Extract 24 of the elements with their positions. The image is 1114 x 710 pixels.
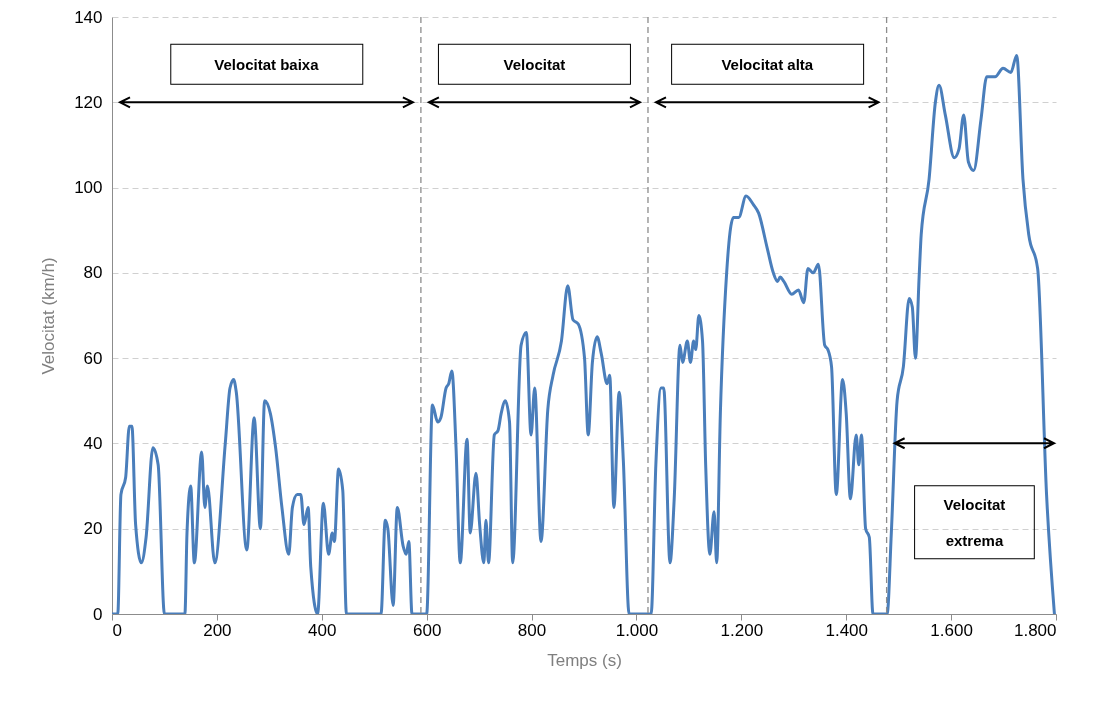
- y-tick-label: 120: [74, 92, 103, 112]
- y-tick-label: 20: [83, 519, 103, 539]
- y-tick-label: 60: [83, 348, 103, 368]
- y-tick-label: 80: [83, 263, 103, 283]
- y-axis-title: Velocitat (km/h): [39, 257, 59, 375]
- y-tick-label: 0: [93, 604, 103, 624]
- y-tick-label: 40: [83, 433, 103, 453]
- x-tick-label: 1.400: [825, 620, 868, 640]
- x-tick-label: 0: [112, 620, 122, 640]
- annotation: Velocitat alta: [721, 55, 814, 73]
- x-tick-label: 1.800: [1013, 620, 1057, 640]
- x-axis-title: Temps (s): [547, 650, 622, 670]
- x-tick-label: 200: [203, 620, 232, 640]
- x-tick-label: 1.600: [930, 620, 973, 640]
- annotation: Velocitat: [503, 55, 566, 73]
- x-tick-label: 600: [412, 620, 442, 640]
- annotation: Velocitat baixa: [214, 55, 320, 73]
- y-tick-label: 140: [74, 7, 103, 27]
- x-tick-label: 400: [308, 620, 337, 640]
- y-tick-label: 100: [74, 178, 103, 198]
- x-tick-label: 1.200: [720, 620, 764, 640]
- text: Velocitat extrema: [943, 495, 1006, 549]
- x-tick-label: 800: [517, 620, 547, 640]
- x-tick-label: 1.000: [615, 620, 659, 640]
